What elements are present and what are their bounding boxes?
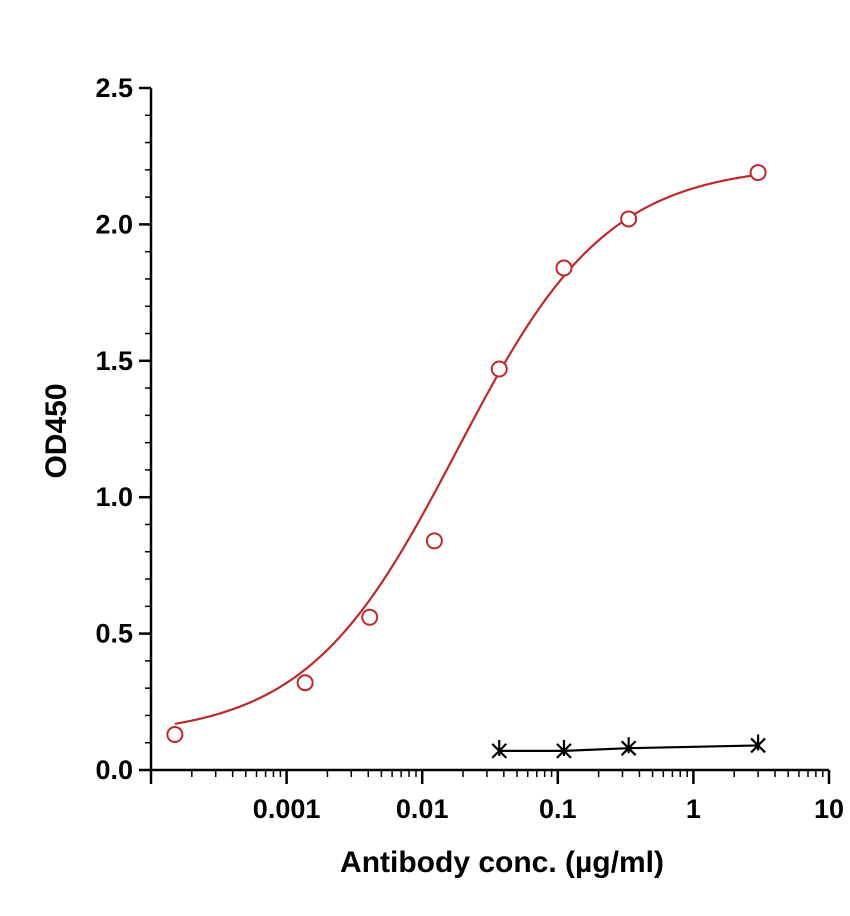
- series-1-point: [166, 726, 184, 744]
- x-tick-label: 0.001: [253, 794, 321, 824]
- x-tick-label: 10: [814, 794, 844, 824]
- series-2-line: [499, 744, 759, 752]
- series-1-point: [361, 608, 379, 626]
- x-axis-title: Antibody conc. (µg/ml): [340, 846, 664, 879]
- y-axis: 0.0 0.5 1.0 1.5 2.0 2.5: [95, 73, 153, 785]
- x-tick-label: 0.1: [539, 794, 577, 824]
- y-tick-label: 0.0: [95, 755, 133, 785]
- x-tick-label: 1: [686, 794, 701, 824]
- series-1-point: [749, 164, 767, 182]
- series-1-point: [555, 259, 573, 277]
- y-axis-title: OD450: [40, 383, 73, 478]
- series-1-point: [490, 360, 508, 378]
- y-tick-label: 1.0: [95, 482, 133, 512]
- series-1-point: [296, 674, 314, 692]
- y-tick-label: 2.5: [95, 73, 133, 103]
- series-2-point: [620, 737, 637, 756]
- y-tick-label: 2.0: [95, 209, 133, 239]
- series-2-point: [491, 739, 508, 759]
- series-2-point: [556, 739, 572, 759]
- x-tick-label: 0.01: [396, 794, 449, 824]
- series-1-point: [425, 532, 443, 550]
- y-tick-label: 0.5: [95, 619, 133, 649]
- series-1-point: [620, 210, 638, 228]
- series-2-point: [750, 734, 766, 754]
- y-tick-label: 1.5: [95, 346, 133, 376]
- series-1-fit-curve: [174, 173, 759, 725]
- x-axis: 0.001 0.01 0.1 1 10: [149, 768, 844, 824]
- plot-area: [166, 164, 767, 759]
